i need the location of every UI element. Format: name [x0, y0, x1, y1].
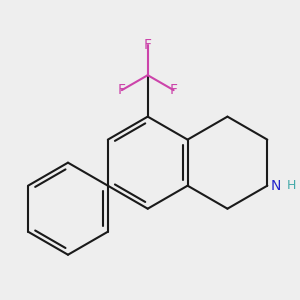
Text: N: N [271, 179, 281, 193]
Text: F: F [169, 83, 178, 97]
Text: F: F [118, 83, 126, 97]
Text: H: H [287, 179, 296, 192]
Text: F: F [144, 38, 152, 52]
